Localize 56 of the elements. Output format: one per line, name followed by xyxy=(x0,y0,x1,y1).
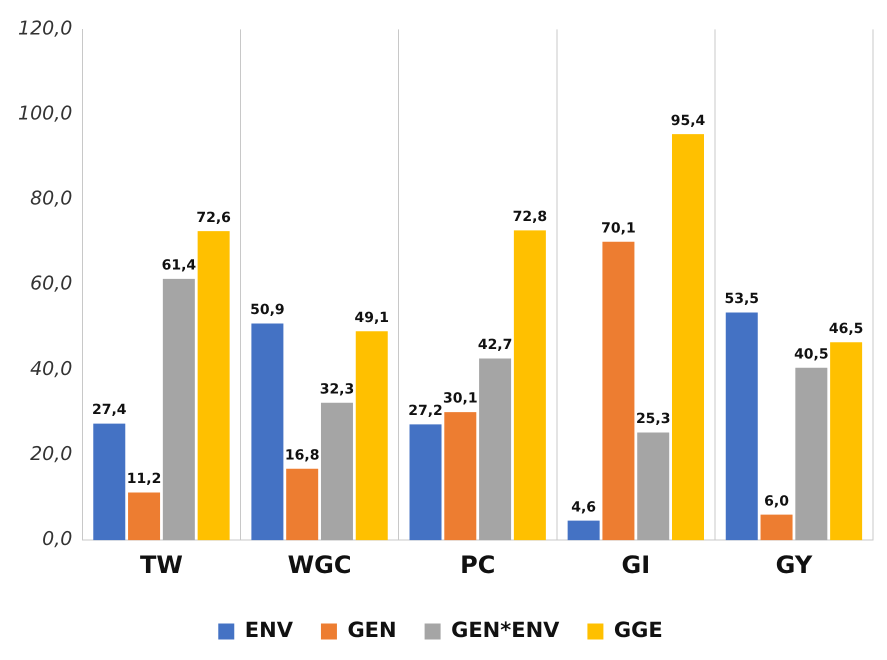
bar xyxy=(320,402,353,540)
data-label: 70,1 xyxy=(601,220,636,236)
y-tick-label: 0,0 xyxy=(42,528,72,550)
data-label: 46,5 xyxy=(828,320,864,337)
y-tick-label: 60,0 xyxy=(30,272,72,295)
bar xyxy=(93,424,126,540)
y-tick-label: 80,0 xyxy=(30,188,72,210)
y-tick-label: 40,0 xyxy=(30,358,72,380)
bar xyxy=(198,231,230,540)
legend-label: ENV xyxy=(244,618,294,642)
bar xyxy=(286,468,318,540)
data-label: 42,7 xyxy=(478,337,512,354)
data-label: 72,8 xyxy=(512,208,548,225)
bar xyxy=(251,324,284,540)
x-tick-label: TW xyxy=(140,550,183,579)
data-label: 27,4 xyxy=(92,402,127,418)
legend-label: GGE xyxy=(614,618,663,642)
data-label: 61,4 xyxy=(162,257,196,274)
bar xyxy=(444,412,476,540)
bar xyxy=(128,492,160,540)
bar xyxy=(356,331,388,540)
bar xyxy=(637,432,670,540)
bar xyxy=(726,312,758,540)
data-label: 72,6 xyxy=(196,210,231,226)
bar xyxy=(760,514,793,540)
data-label: 50,9 xyxy=(250,302,285,318)
data-label: 49,1 xyxy=(354,310,390,326)
data-label: 95,4 xyxy=(670,112,706,129)
x-tick-label: GY xyxy=(776,550,813,579)
legend-label: GEN xyxy=(347,618,397,642)
data-label: 53,5 xyxy=(724,291,760,308)
y-tick-label: 120,0 xyxy=(18,17,72,40)
bar xyxy=(672,134,704,540)
bar xyxy=(795,368,828,540)
data-label: 30,1 xyxy=(443,390,478,407)
data-label: 16,8 xyxy=(284,447,320,464)
bar xyxy=(514,230,546,540)
bar xyxy=(479,358,512,540)
data-label: 6,0 xyxy=(764,493,790,510)
y-tick-label: 20,0 xyxy=(30,443,72,466)
y-tick-label: 100,0 xyxy=(18,102,72,124)
bar xyxy=(568,520,600,540)
data-label: 11,2 xyxy=(126,471,162,488)
bar xyxy=(602,242,634,540)
bar xyxy=(410,424,442,540)
data-label: 4,6 xyxy=(571,499,596,516)
data-label: 40,5 xyxy=(794,346,829,362)
data-label: 27,2 xyxy=(408,403,443,420)
x-tick-label: PC xyxy=(460,550,496,579)
x-tick-label: WGC xyxy=(288,550,352,579)
bar xyxy=(830,342,862,540)
legend-label: GEN*ENV xyxy=(451,618,560,642)
x-tick-label: GI xyxy=(622,550,650,579)
bar xyxy=(162,278,195,540)
data-label: 32,3 xyxy=(320,381,354,398)
data-label: 25,3 xyxy=(636,411,670,428)
